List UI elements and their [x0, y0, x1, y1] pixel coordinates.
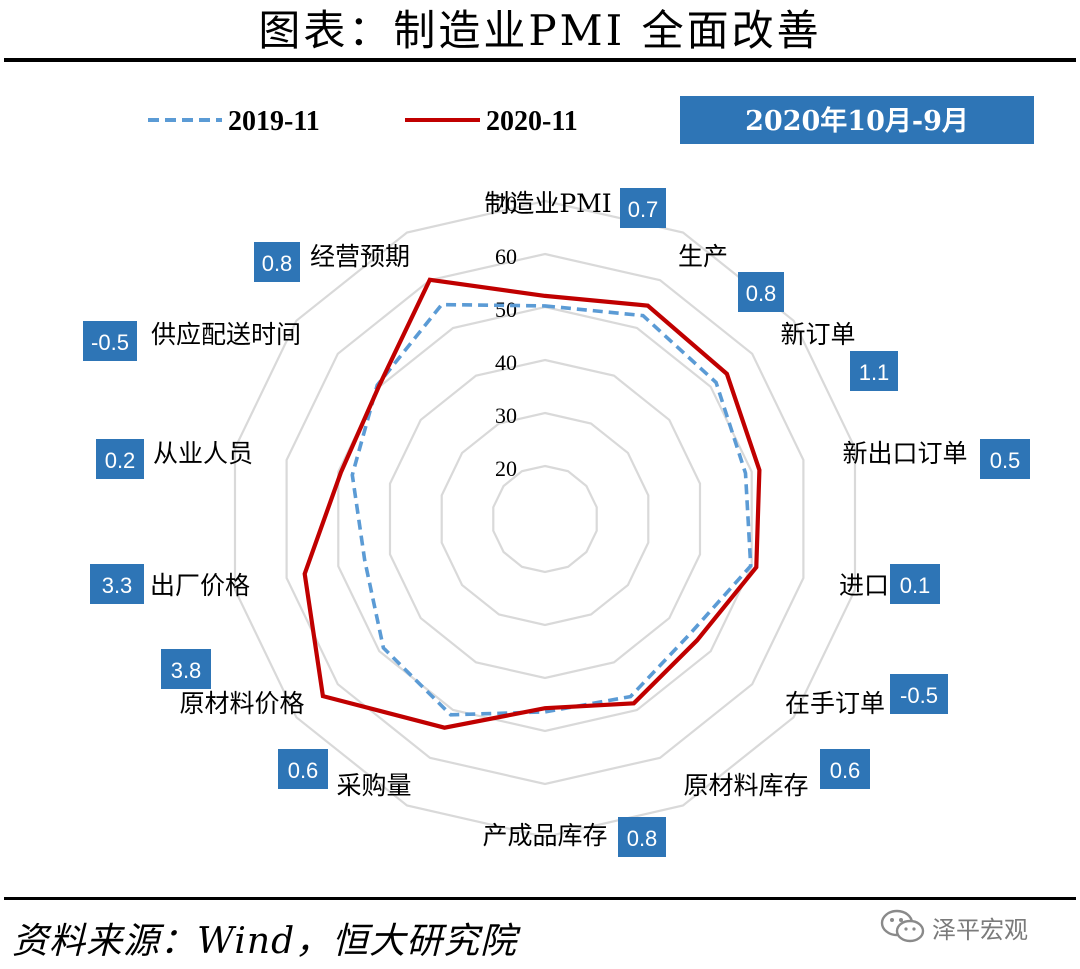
change-badge-value: 3.3	[102, 573, 133, 598]
legend: 2019-11 2020-11	[148, 106, 578, 137]
change-badge-value: 0.8	[627, 826, 658, 851]
axis-label: 制造业PMI	[484, 189, 611, 218]
r-tick-label: 50	[495, 297, 517, 322]
change-badge	[820, 749, 870, 789]
change-badge	[90, 564, 144, 604]
change-badge-value: 0.1	[900, 573, 931, 598]
legend-label-2020: 2020-11	[486, 106, 578, 137]
r-tick-label: 30	[495, 403, 517, 428]
change-badge-value: 0.2	[105, 448, 136, 473]
change-badge-value: 0.8	[262, 251, 293, 276]
grid-ring-50	[337, 305, 753, 733]
change-badge-value: -0.5	[91, 330, 129, 355]
wechat-icon	[880, 909, 925, 943]
change-badge	[161, 649, 211, 689]
change-badge	[254, 242, 300, 282]
footer-rule	[4, 897, 1076, 900]
change-badge	[278, 749, 328, 789]
axis-label: 经营预期	[310, 242, 410, 271]
change-badge-value: 0.5	[990, 448, 1021, 473]
grid-ring-70	[233, 199, 857, 839]
axis-label: 采购量	[336, 771, 411, 800]
series-line-2019-11	[350, 302, 753, 717]
r-tick-label: 40	[495, 350, 517, 375]
r-tick-label: 60	[495, 244, 517, 269]
change-badge	[890, 674, 948, 714]
axis-label: 生产	[678, 242, 728, 271]
series-line-2020-11	[302, 277, 762, 730]
period-badge: 2020年10月-9月	[680, 96, 1034, 144]
period-badge-label: 2020年10月-9月	[745, 105, 969, 137]
radar-tick-labels: 20 30 40 50 60 70	[495, 191, 517, 481]
axis-label: 原材料库存	[683, 771, 808, 800]
watermark: 泽平宏观	[880, 905, 1028, 949]
change-badge	[620, 188, 666, 228]
grid-ring-20	[492, 464, 598, 574]
axis-label: 出厂价格	[150, 571, 250, 600]
axis-label: 进口	[839, 571, 889, 600]
change-badge-value: 1.1	[859, 360, 890, 385]
r-tick-label: 70	[495, 191, 517, 216]
change-badge	[96, 439, 144, 479]
grid-ring-30	[440, 411, 650, 627]
watermark-text: 泽平宏观	[932, 915, 1028, 944]
change-badge	[850, 351, 898, 391]
source-note: 资料来源：Wind，恒大研究院	[12, 921, 518, 962]
change-badge	[83, 321, 137, 361]
grid-ring-60	[285, 252, 805, 786]
change-badge	[618, 817, 666, 857]
axis-label: 产成品库存	[482, 821, 607, 850]
axis-label: 新订单	[780, 320, 855, 349]
r-tick-label: 20	[495, 456, 517, 481]
axis-label: 在手订单	[785, 689, 885, 718]
radar-series	[302, 277, 762, 730]
change-badge-value: 0.8	[746, 281, 777, 306]
change-badge	[738, 272, 784, 312]
axis-label: 原材料价格	[179, 689, 304, 718]
grid-ring-40	[388, 358, 702, 680]
chart-title: 图表：制造业PMI 全面改善	[258, 6, 822, 55]
period-badge-box	[680, 96, 1034, 144]
change-badge	[980, 439, 1030, 479]
axis-label: 从业人员	[153, 439, 253, 468]
axis-label: 新出口订单	[842, 439, 967, 468]
title-rule	[4, 58, 1076, 62]
axis-label: 供应配送时间	[151, 320, 301, 349]
change-badge-value: 0.6	[830, 758, 861, 783]
change-badge-value: 3.8	[171, 658, 202, 683]
change-badge-value: 0.6	[288, 758, 319, 783]
change-badge-value: -0.5	[900, 683, 938, 708]
change-badge-value: 0.7	[628, 197, 659, 222]
legend-label-2019: 2019-11	[228, 106, 320, 137]
change-badge	[890, 564, 940, 604]
